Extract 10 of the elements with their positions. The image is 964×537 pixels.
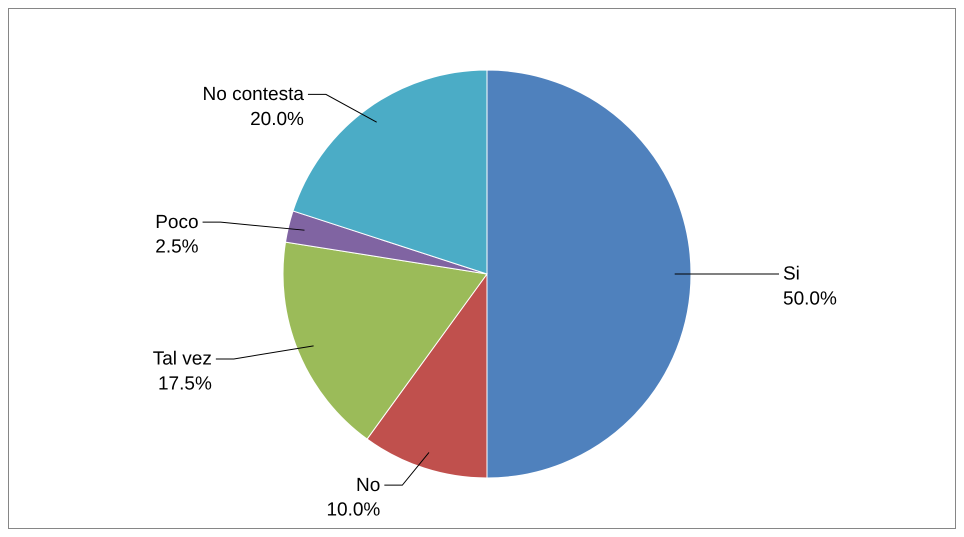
slice-label: Si [783, 264, 800, 285]
data-label: 10.0% [326, 500, 380, 521]
slice-label: Tal vez [152, 348, 212, 370]
slice-label: No contesta [202, 84, 304, 106]
data-label: 50.0% [783, 288, 837, 310]
slice-label: No [356, 474, 380, 496]
data-label: 17.5% [158, 373, 212, 394]
data-label: 2.5% [155, 236, 199, 258]
data-label: 20.0% [250, 108, 304, 130]
slice-label: Poco [155, 212, 199, 233]
